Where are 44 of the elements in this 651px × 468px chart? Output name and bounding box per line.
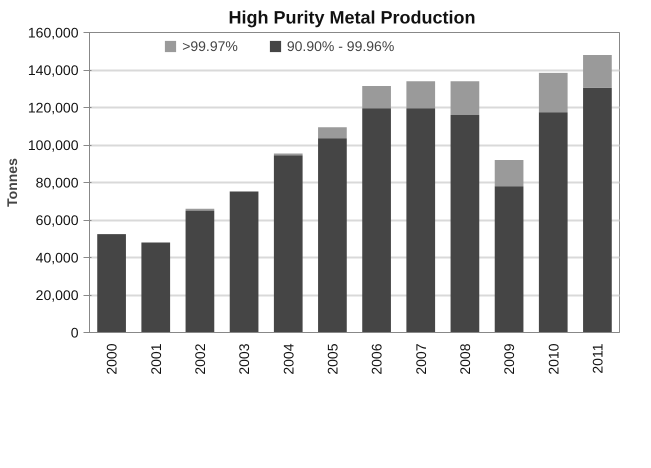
y-tick-label: 120,000: [28, 100, 79, 116]
bar: [318, 127, 347, 138]
bar: [230, 192, 258, 332]
bar: [406, 81, 436, 108]
x-tick-label: 2005: [324, 343, 340, 375]
bar: [583, 88, 612, 332]
y-tick-label: 100,000: [28, 137, 79, 153]
y-axis-title: Tonnes: [4, 158, 20, 207]
y-tick-label: 140,000: [28, 62, 79, 78]
x-tick-label: 2006: [368, 343, 385, 375]
y-tick-label: 20,000: [36, 287, 79, 303]
x-tick-label: 2008: [456, 343, 473, 375]
x-tick-label: 2002: [192, 343, 208, 375]
x-tick-label: 2003: [236, 343, 252, 375]
bar: [494, 186, 524, 332]
bar: [141, 242, 170, 332]
legend-label: 90.90% - 99.96%: [286, 38, 394, 54]
bar: [494, 160, 524, 186]
bar: [538, 112, 568, 332]
y-tick-label: 80,000: [36, 174, 79, 190]
x-tick-label: 2001: [148, 343, 164, 375]
x-tick-label: 2009: [501, 343, 518, 375]
y-tick-label: 60,000: [36, 212, 79, 228]
x-tick-label: 2010: [545, 343, 562, 375]
bar: [583, 55, 612, 88]
bar: [450, 115, 480, 332]
y-tick-label: 40,000: [36, 250, 79, 266]
legend-label: >99.97%: [182, 38, 238, 54]
bar: [186, 210, 214, 332]
x-tick-label: 2011: [589, 343, 606, 374]
bar: [274, 155, 303, 332]
bar: [406, 108, 436, 332]
x-tick-label: 2007: [412, 343, 429, 375]
bar: [362, 108, 391, 332]
y-tick-label: 160,000: [28, 24, 79, 40]
bar: [450, 81, 480, 115]
chart-title: High Purity Metal Production: [228, 8, 476, 28]
bar: [97, 234, 126, 332]
bar: [362, 86, 391, 108]
bar: [318, 138, 347, 332]
x-tick-label: 2004: [280, 343, 296, 375]
y-tick-label: 0: [70, 324, 79, 340]
x-tick-label: 2000: [104, 343, 120, 375]
bar: [538, 72, 568, 112]
